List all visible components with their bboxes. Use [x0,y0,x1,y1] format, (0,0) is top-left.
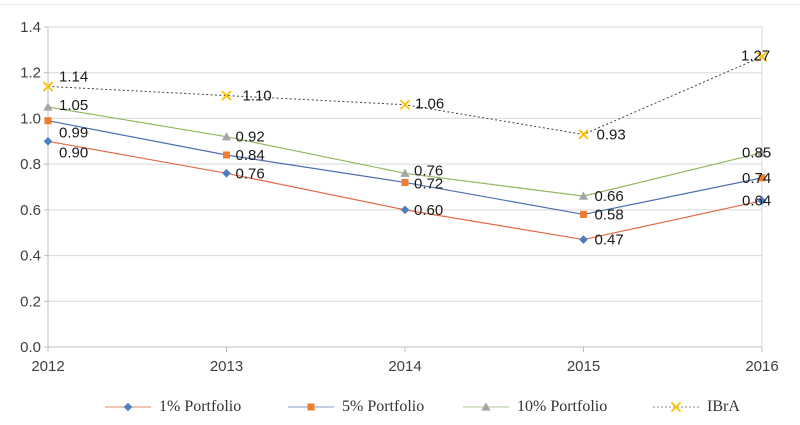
data-label: 0.92 [236,129,265,146]
line-chart-canvas: 0.0 0.2 0.4 0.6 0.8 1.0 1.2 1.4 2012 2013 2014 2015… [20,19,779,375]
triangle-marker [578,191,589,200]
legend-label: 10% Portfolio [517,398,608,415]
legend-item-ibra: IBrA [653,394,740,420]
data-label: 1.10 [243,88,272,105]
legend-sample [288,403,334,411]
x-tick-label: 2012 [31,358,64,375]
square-icon [307,403,315,411]
diamond-marker [757,196,767,206]
y-tick-label: 0.2 [20,293,41,310]
x-marker [400,99,410,110]
square-marker [758,174,766,182]
y-tick-label: 0.6 [20,202,41,219]
legend-sample [653,402,699,412]
data-label: 1.06 [415,96,444,113]
x-tick-label: 2015 [567,358,600,375]
y-tick-label: 1.2 [20,65,41,82]
diamond-marker [222,168,231,178]
data-label: 1.05 [59,97,88,114]
data-label: 0.76 [236,165,265,182]
data-label: 0.64 [742,193,771,210]
x-tick-label: 2013 [210,358,243,375]
y-tick-label: 1.0 [20,110,41,127]
data-label: 0.93 [597,126,626,143]
triangle-icon [481,402,491,411]
x-marker [221,90,232,101]
data-label: 0.84 [236,147,265,164]
y-tick-label: 1.4 [20,19,41,36]
x-tick-label: 2016 [745,358,778,375]
y-tick-label: 0.0 [20,339,41,356]
diamond-marker [43,136,53,146]
chart-top-border [0,4,800,5]
legend-item-1-portfolio: 1% Portfolio [105,394,241,420]
legend-sample [463,402,509,411]
data-label: 0.99 [59,125,88,142]
chart-legend: 1% Portfolio 5% Portfolio 10% Portfolio IBr… [0,394,800,422]
triangle-marker [400,168,410,177]
y-tick-label: 0.4 [20,248,41,265]
diamond-marker [579,235,588,244]
legend-item-5-portfolio: 5% Portfolio [288,394,424,420]
x-marker [43,81,53,92]
triangle-marker [43,102,53,111]
y-tick-label: 0.8 [20,156,41,173]
x-marker [578,129,589,140]
data-label: 0.85 [742,145,771,162]
data-label: 0.58 [595,206,624,223]
data-label: 0.76 [414,162,443,179]
series-line-1 [47,140,763,241]
series-line-2 [47,120,763,216]
triangle-marker [757,148,767,157]
data-label: 1.14 [59,68,88,85]
square-marker [580,210,587,218]
data-label: 0.47 [595,232,624,249]
diamond-icon [123,402,133,412]
data-label: 0.72 [414,175,443,192]
legend-label: 5% Portfolio [342,398,425,415]
square-marker [401,178,409,186]
data-label: 0.60 [414,202,443,219]
data-label: 1.27 [741,48,770,65]
data-label: 0.90 [59,144,88,161]
square-marker [223,151,230,159]
data-label: 0.74 [742,170,771,187]
legend-label: IBrA [707,398,740,415]
data-label: 0.66 [595,188,624,205]
series-line-4 [47,56,763,135]
diamond-marker [400,205,410,215]
legend-item-10-portfolio: 10% Portfolio [463,394,607,420]
triangle-marker [221,132,232,141]
x-marker [757,51,767,62]
legend-sample [105,402,151,412]
x-icon [671,402,681,412]
square-marker [44,117,52,125]
x-tick-label: 2014 [388,358,421,375]
legend-label: 1% Portfolio [159,398,242,415]
